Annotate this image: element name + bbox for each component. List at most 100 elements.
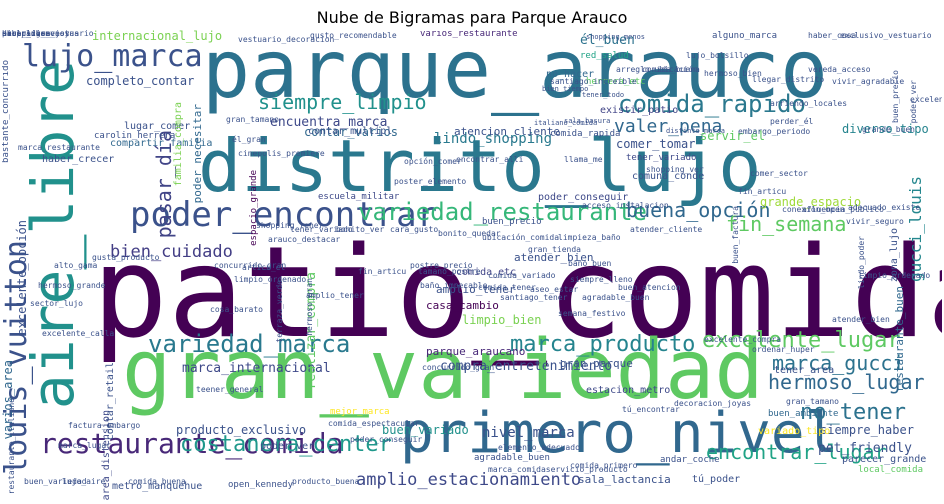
cloud-word: hermoso_lugar — [768, 370, 925, 394]
cloud-word: lugar_comer — [124, 121, 191, 132]
cloud-word: poder_necesitar — [191, 104, 204, 204]
cloud-word: poster_elemento — [394, 177, 467, 186]
cloud-word: haber_crecer — [42, 154, 115, 165]
cloud-word: parque_araucano — [426, 345, 526, 358]
cloud-word: restaurante_comida — [40, 427, 344, 460]
cloud-word: arauco_destacar — [268, 235, 341, 244]
cloud-word: parque_arauco — [202, 30, 829, 116]
cloud-word: hermoso_gran — [305, 278, 314, 336]
cloud-word: comida_buena — [642, 65, 700, 74]
cloud-word: atender_cliente — [630, 225, 703, 234]
cloud-word: excelente_compra — [704, 335, 782, 344]
cloud-word: lujo_aire — [62, 477, 106, 486]
cloud-word: tamano_postre — [418, 267, 481, 276]
cloud-word: embargo_periodo — [738, 127, 811, 136]
cloud-word: fin_semana — [726, 212, 847, 236]
cloud-word: poder_encontrar — [130, 195, 438, 235]
cloud-word: grande_buen — [862, 125, 915, 134]
cloud-word: buen_variado — [382, 423, 469, 437]
cloud-word: limpio_bien — [462, 313, 542, 327]
cloud-word: hermoso_bien — [704, 69, 762, 78]
cloud-word: pet_friendly — [818, 441, 912, 456]
cloud-word: producto_exclusivo — [176, 423, 307, 437]
cloud-word: servir_él — [700, 129, 766, 143]
cloud-word: andar_coche — [660, 455, 720, 465]
cloud-word: comida_rapido — [618, 90, 806, 118]
cloud-word: cosa_barato — [210, 305, 263, 314]
cloud-word: limpieza_baño — [558, 233, 621, 242]
cloud-word: mejor_marca — [330, 407, 390, 417]
cloud-word: comer_tomar — [616, 137, 696, 151]
cloud-word: alguno_marca — [712, 31, 778, 41]
cloud-word: cara_gusto — [390, 225, 439, 234]
cloud-word: bien_tiempo — [542, 85, 589, 93]
cloud-word: tener_variado — [626, 153, 697, 163]
cloud-word: open_kennedy — [228, 480, 294, 490]
cloud-word: shopping_menos — [2, 30, 70, 38]
cloud-word: tener_area — [774, 365, 835, 376]
cloud-word: vereda_acceso — [808, 65, 871, 74]
cloud-word: santiago_increíble — [550, 77, 637, 86]
cloud-word: baño_buen — [568, 259, 612, 268]
cloud-word: poder_ver — [260, 441, 315, 452]
cloud-word: vestuario_decoracion — [238, 35, 335, 44]
cloud-word: costanera_center — [180, 432, 392, 457]
cloud-word: varios_restaurante — [420, 30, 518, 39]
cloud-word: herrera_etc — [586, 77, 646, 87]
cloud-word: carolin_herrera — [94, 131, 176, 141]
cloud-word: buen_precio — [482, 217, 542, 227]
chart-title: Nube de Bigramas para Parque Arauco — [316, 8, 628, 27]
cloud-word: santiago_tener — [500, 293, 568, 302]
cloud-word: atencion_cliente — [454, 125, 560, 138]
cloud-word: restaurante_buen — [893, 286, 906, 392]
cloud-word: local_comida — [858, 465, 924, 475]
cloud-word: italiano_comida — [534, 119, 598, 127]
cloud-word: haber_cosa — [808, 31, 857, 40]
cloud-word: comida_espectacular — [328, 419, 420, 428]
cloud-word: comuna_conde — [632, 171, 705, 182]
cloud-word: gran_variedad — [122, 323, 764, 418]
cloud-word: aseo_estar — [530, 285, 579, 294]
cloud-word: diverso_tipo — [842, 122, 929, 136]
cloud-word: ordenar_huper — [752, 345, 815, 354]
cloud-word: hermoso_grande — [38, 281, 106, 290]
cloud-word: él_gran — [232, 135, 266, 144]
cloud-word: restaurante_italiano — [7, 398, 16, 495]
cloud-word: distrito_lujo — [198, 124, 762, 208]
cloud-word: escuela_militar — [318, 192, 400, 202]
cloud-word: agradable_buen — [474, 453, 550, 463]
cloud-word: buen_variedad — [24, 477, 87, 486]
cloud-word: estacion_metro — [586, 385, 671, 396]
cloud-word: teener_general — [196, 385, 264, 394]
cloud-word: adecuado_existe — [848, 203, 921, 212]
cloud-word: bastante_concurrido — [2, 60, 11, 163]
cloud-word: compra_entretenimiento — [440, 359, 613, 374]
cloud-word: buena_opción — [626, 198, 771, 222]
cloud-word: amplio_tener — [436, 283, 516, 296]
cloud-word: lujo_marca — [22, 39, 203, 74]
cloud-word: lindo_shopping — [434, 131, 553, 147]
cloud-word: pasar_día — [2, 30, 46, 38]
cloud-word: sala_lactancia — [578, 473, 671, 486]
cloud-word: concurrido_gran — [214, 261, 287, 270]
cloud-word: marca_internacional — [182, 361, 331, 376]
cloud-word: comida_rapida — [550, 129, 621, 139]
cloud-word: variedad_restaurante — [358, 198, 647, 226]
cloud-word: lindo_poder — [857, 236, 866, 289]
cloud-word: gran_tamano — [786, 397, 839, 406]
cloud-word: valer_pena — [614, 116, 723, 137]
cloud-word: lujo_bolsillo — [686, 51, 749, 60]
cloud-word: siempre_lleno — [570, 275, 633, 284]
cloud-word: fin_articu — [358, 267, 407, 276]
cloud-word: tú_poder — [692, 474, 741, 485]
cloud-word: comida_buena — [128, 477, 186, 486]
cloud-word: exclusivo_vestuario — [2, 30, 94, 38]
cloud-word: gran_tienda — [528, 245, 581, 254]
cloud-word: patio_comida — [92, 219, 942, 366]
cloud-word: articu_el — [242, 263, 286, 272]
cloud-word: shopping_tener — [256, 221, 324, 230]
cloud-word: variedad_marca — [148, 330, 351, 358]
cloud-word: poder_conseguir — [538, 192, 629, 203]
cloud-word: comida_primero — [570, 461, 638, 470]
